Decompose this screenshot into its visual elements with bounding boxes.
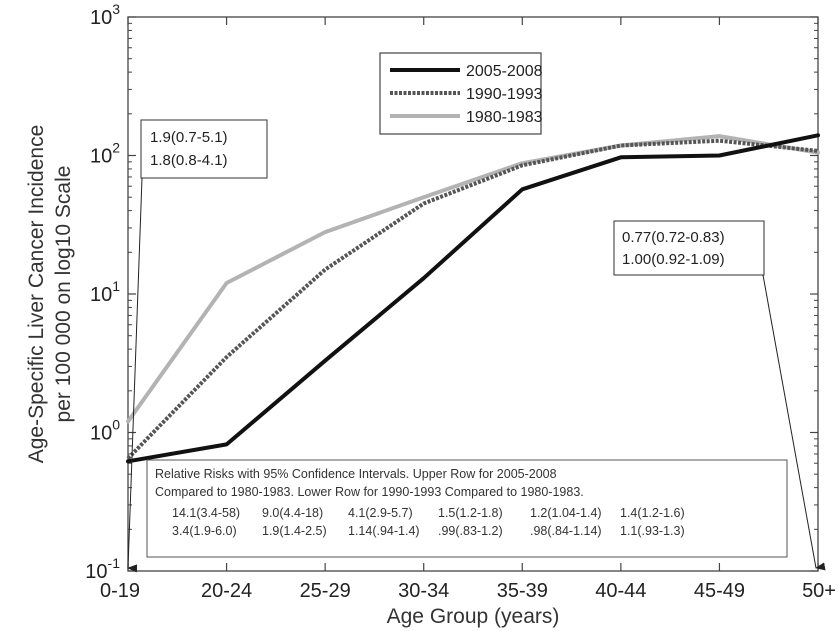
y-tick-label: 103 — [90, 1, 120, 29]
relative-risks-box: Relative Risks with 95% Confidence Inter… — [146, 459, 788, 558]
rr-lower-cell: 1.9(1.4-2.5) — [262, 524, 327, 538]
rr-upper-cell: 14.1(3.4-58) — [172, 506, 240, 520]
legend-label-1990-1993: 1990-1993 — [466, 86, 543, 103]
right-annotation-arrow — [762, 274, 826, 571]
rr-lower-cell: 3.4(1.9-6.0) — [172, 524, 237, 538]
x-tick-label: 25-29 — [300, 580, 351, 602]
y-tick-label: 101 — [90, 278, 120, 306]
series-line-2005-2008 — [126, 133, 820, 464]
left-annotation-line2: 1.8(0.8-4.1) — [150, 152, 228, 169]
rr-upper-cell: 1.5(1.2-1.8) — [438, 506, 503, 520]
rr-header-line1: Relative Risks with 95% Confidence Inter… — [155, 467, 557, 481]
y-axis-title-line2: per 100 000 on log10 Scale — [52, 166, 75, 423]
right-annotation-line2: 1.00(0.92-1.09) — [622, 251, 725, 268]
x-tick-label: 50+ — [802, 580, 836, 602]
rr-upper-cell: 1.4(1.2-1.6) — [620, 506, 685, 520]
left-annotation-arrow — [127, 177, 143, 573]
right-annotation: 0.77(0.72-0.83) 1.00(0.92-1.09) — [613, 220, 826, 571]
left-annotation-line1: 1.9(0.7-5.1) — [150, 129, 228, 146]
right-annotation-box — [613, 220, 765, 276]
y-tick-label: 10-1 — [85, 555, 120, 583]
series-line-1990-1993 — [126, 138, 819, 460]
legend-box — [379, 52, 542, 135]
x-tick-label: 20-24 — [201, 580, 252, 602]
x-tick-label: 0-19 — [100, 580, 140, 602]
rr-lower-cell: 1.14(.94-1.4) — [348, 524, 420, 538]
rr-rows: 14.1(3.4-58) 9.0(4.4-18) 4.1(2.9-5.7) 1.5(1… — [172, 506, 685, 538]
x-axis-title: Age Group (years) — [387, 605, 560, 628]
rr-lower-cell: 1.1(.93-1.3) — [620, 524, 685, 538]
y-tick-label: 102 — [90, 140, 120, 168]
x-axis: 0-19 20-24 25-29 30-34 35-39 40-44 45-49 50+ — [100, 17, 836, 602]
rr-upper-cell: 1.2(1.04-1.4) — [530, 506, 602, 520]
y-axis-title-line1: Age-Specific Liver Cancer Incidence — [25, 125, 48, 464]
rr-header-line2: Compared to 1980-1983. Lower Row for 199… — [155, 485, 584, 499]
left-annotation-box — [140, 119, 268, 179]
x-tick-label: 30-34 — [398, 580, 449, 602]
legend: 2005-2008 1990-1993 1980-1983 — [379, 52, 543, 135]
series-layer — [126, 133, 820, 464]
rr-upper-cell: 4.1(2.9-5.7) — [348, 506, 413, 520]
relative-risks-frame — [146, 459, 788, 558]
left-annotation: 1.9(0.7-5.1) 1.8(0.8-4.1) — [127, 119, 268, 573]
rr-lower-cell: .98(.84-1.14) — [530, 524, 602, 538]
rr-upper-cell: 9.0(4.4-18) — [262, 506, 323, 520]
rr-lower-cell: .99(.83-1.2) — [438, 524, 503, 538]
x-tick-label: 35-39 — [497, 580, 548, 602]
legend-label-1980-1983: 1980-1983 — [466, 109, 543, 126]
y-tick-label: 100 — [90, 417, 120, 445]
y-axis: 10-1 100 101 102 103 — [85, 1, 818, 583]
x-tick-label: 45-49 — [694, 580, 745, 602]
legend-label-2005-2008: 2005-2008 — [466, 63, 543, 80]
x-tick-label: 40-44 — [595, 580, 646, 602]
series-line-1980-1983 — [126, 134, 820, 424]
right-annotation-line1: 0.77(0.72-0.83) — [622, 229, 725, 246]
